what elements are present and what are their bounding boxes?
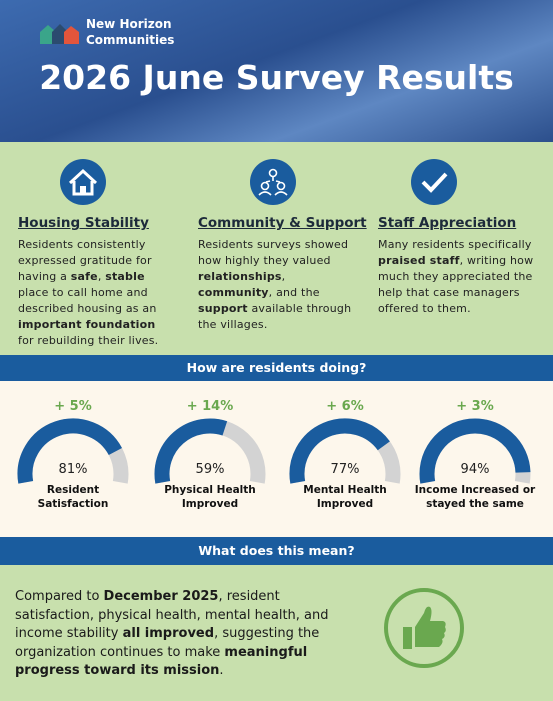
text: Compared to — [15, 589, 104, 604]
text: . — [219, 663, 224, 678]
metric-change: + 6% — [326, 399, 364, 414]
thumbs-up-icon — [384, 588, 464, 668]
highlight-heading: Community & Support — [198, 215, 367, 231]
metric-label: Physical Health Improved — [164, 484, 256, 510]
gauge-fill — [17, 418, 122, 484]
text: available through the villages. — [198, 302, 352, 331]
bold-text: important foundation — [18, 318, 156, 331]
highlight-body: Many residents specifically praised staf… — [378, 237, 543, 317]
gauge — [154, 418, 266, 484]
highlight-heading: Housing Stability — [18, 215, 149, 231]
bold-text: all improved — [122, 626, 215, 641]
section-bar: What does this mean? — [0, 537, 553, 565]
metrics-panel — [0, 381, 553, 537]
org-name: New Horizon Communities — [86, 17, 175, 47]
text: for rebuilding their lives. — [18, 334, 159, 347]
header — [0, 0, 553, 142]
highlight-body: Residents consistently expressed gratitu… — [18, 237, 173, 349]
gauge — [419, 418, 531, 484]
text: , and the — [268, 286, 320, 299]
summary-text: Compared to December 2025, resident sati… — [15, 588, 350, 681]
gauge-fill — [419, 418, 531, 484]
metric-label: Income Increased or stayed the same — [414, 484, 536, 510]
text: place to call home and described housing… — [18, 286, 157, 315]
text: , resident satisfaction, physical health… — [15, 589, 329, 641]
metric-value: 77% — [330, 462, 360, 477]
text: , writing how much they appreciated the … — [378, 254, 534, 315]
text: Residents surveys showed how highly they… — [198, 238, 349, 267]
metric-change: + 5% — [54, 399, 92, 414]
gauge-fill — [289, 418, 390, 484]
metric-label: Resident Satisfaction — [37, 484, 109, 510]
metric-value: 81% — [58, 462, 88, 477]
highlight-body: Residents surveys showed how highly they… — [198, 237, 363, 333]
icons — [60, 159, 457, 205]
gauge-fill — [154, 418, 228, 484]
bold-text: stable — [105, 270, 145, 283]
bold-text: December 2025 — [103, 589, 219, 604]
logo — [40, 24, 79, 44]
metric-value: 94% — [460, 462, 490, 477]
section-bar: How are residents doing? — [0, 355, 553, 381]
metric-change: + 14% — [186, 399, 234, 414]
bold-text: relationships — [198, 270, 282, 283]
gauge — [289, 418, 401, 484]
text: Many residents specifically — [378, 238, 532, 251]
text: , — [281, 270, 286, 283]
highlight-heading: Staff Appreciation — [378, 215, 517, 231]
bold-text: meaningful progress toward its mission — [15, 644, 308, 679]
metric-label: Mental Health Improved — [303, 484, 387, 510]
bold-text: praised staff — [378, 254, 460, 267]
title: 2026 June Survey Results — [39, 58, 514, 97]
gauge — [17, 418, 129, 484]
bold-text: safe — [70, 270, 98, 283]
bold-text: community — [198, 286, 269, 299]
bold-text: support — [198, 302, 248, 315]
metric-change: + 3% — [456, 399, 494, 414]
text: , — [97, 270, 106, 283]
text: , suggesting the organization continues … — [15, 626, 320, 660]
metric-value: 59% — [195, 462, 225, 477]
text: Residents consistently expressed gratitu… — [18, 238, 152, 283]
